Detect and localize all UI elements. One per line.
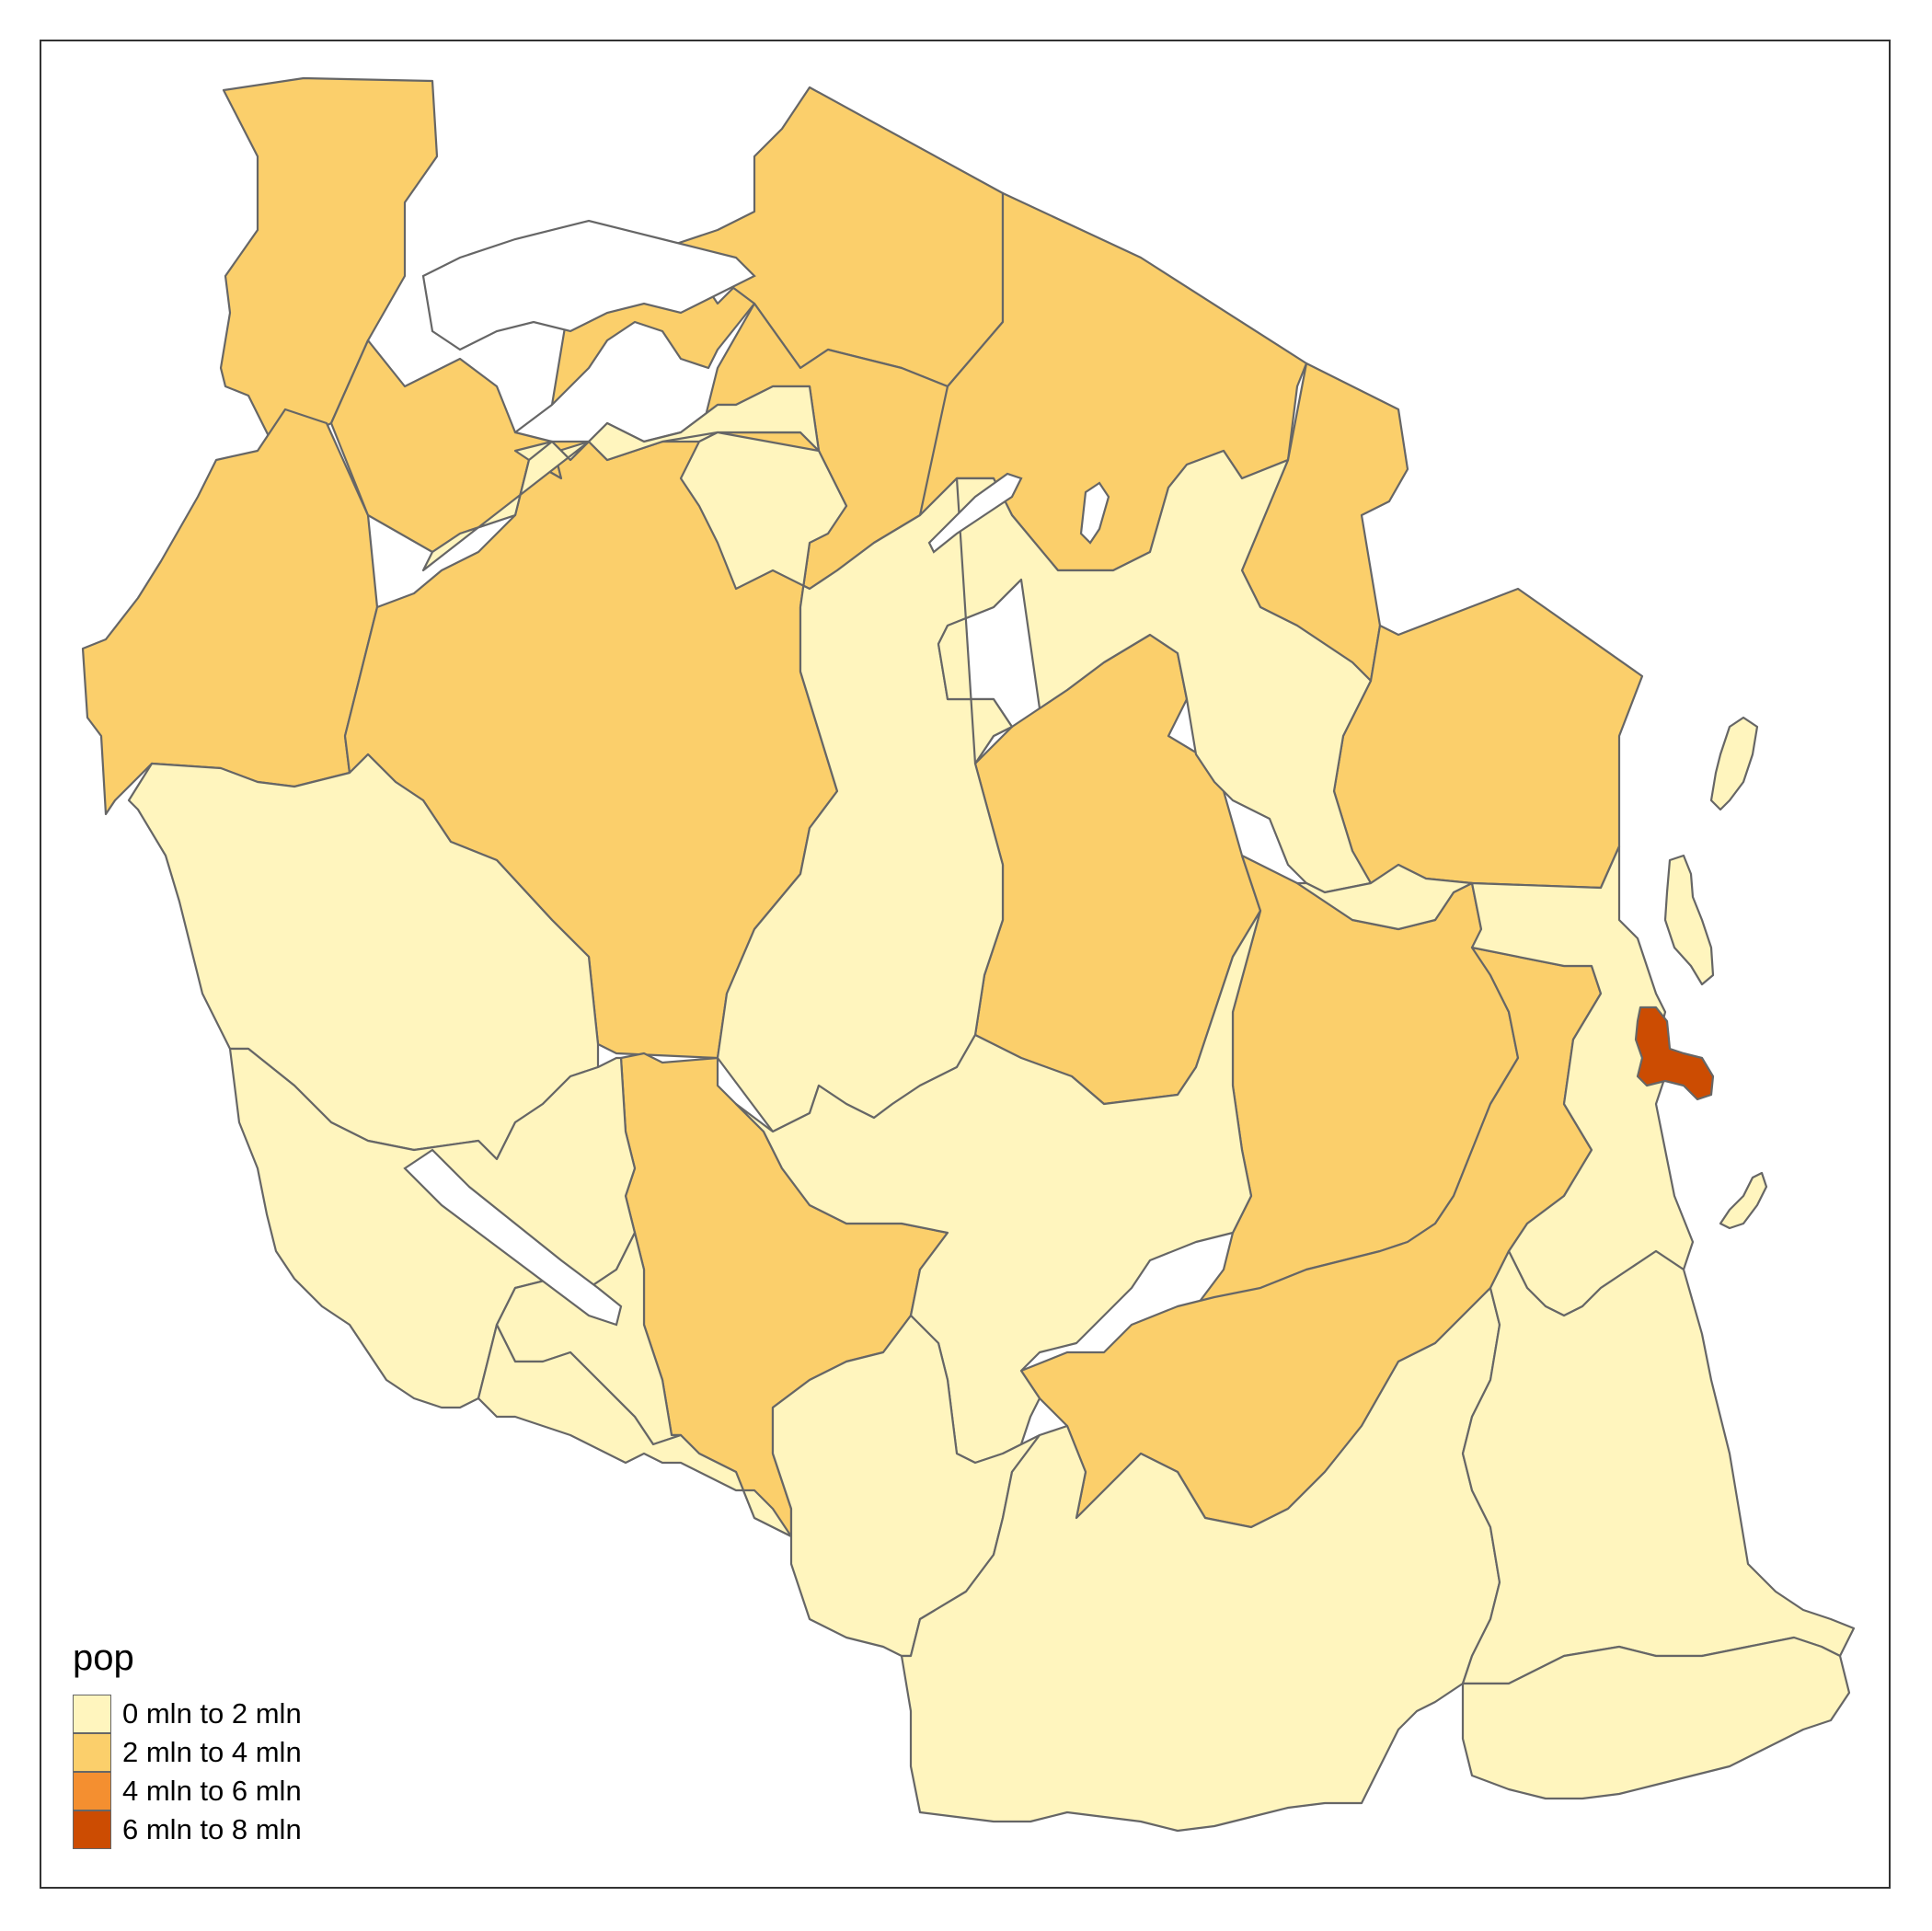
region-dar-surrounds[interactable] xyxy=(1295,863,1474,931)
legend-title: pop xyxy=(73,1638,134,1678)
legend-item: 2 mln to 4 mln xyxy=(73,1733,302,1772)
map-legend: pop 0 mln to 2 mln 2 mln to 4 mln 4 mln … xyxy=(73,1638,302,1849)
island-mafia[interactable] xyxy=(1719,1171,1768,1230)
lake-eyasi xyxy=(927,472,1023,554)
region-njombe[interactable] xyxy=(771,1314,1041,1658)
region-lindi[interactable] xyxy=(1461,1249,1856,1685)
region-mtwara[interactable] xyxy=(1461,1636,1851,1800)
legend-item: 0 mln to 2 mln xyxy=(73,1695,302,1733)
legend-swatch xyxy=(73,1733,111,1772)
region-iringa[interactable] xyxy=(734,909,1262,1465)
lake-rukwa xyxy=(403,1148,623,1327)
legend-label: 4 mln to 6 mln xyxy=(122,1775,302,1807)
lake-victoria-inlet xyxy=(421,219,756,351)
legend-item: 4 mln to 6 mln xyxy=(73,1772,302,1810)
legend-label: 0 mln to 2 mln xyxy=(122,1697,302,1730)
region-kigoma[interactable] xyxy=(81,408,379,816)
legend-swatch xyxy=(73,1810,111,1849)
region-mara[interactable] xyxy=(605,86,1005,388)
legend-item: 6 mln to 8 mln xyxy=(73,1810,302,1849)
region-tanga[interactable] xyxy=(1332,587,1644,890)
region-dar-es-salaam[interactable] xyxy=(1634,1006,1715,1101)
region-mbeya-west[interactable] xyxy=(477,1323,793,1538)
legend-swatch xyxy=(73,1695,111,1733)
legend-label: 6 mln to 8 mln xyxy=(122,1813,302,1845)
legend-label: 2 mln to 4 mln xyxy=(122,1736,302,1768)
island-pemba[interactable] xyxy=(1709,716,1759,811)
island-zanzibar[interactable] xyxy=(1663,854,1715,986)
legend-swatch xyxy=(73,1772,111,1810)
region-dodoma[interactable] xyxy=(679,431,1023,1133)
lake-manyara xyxy=(1079,481,1110,545)
